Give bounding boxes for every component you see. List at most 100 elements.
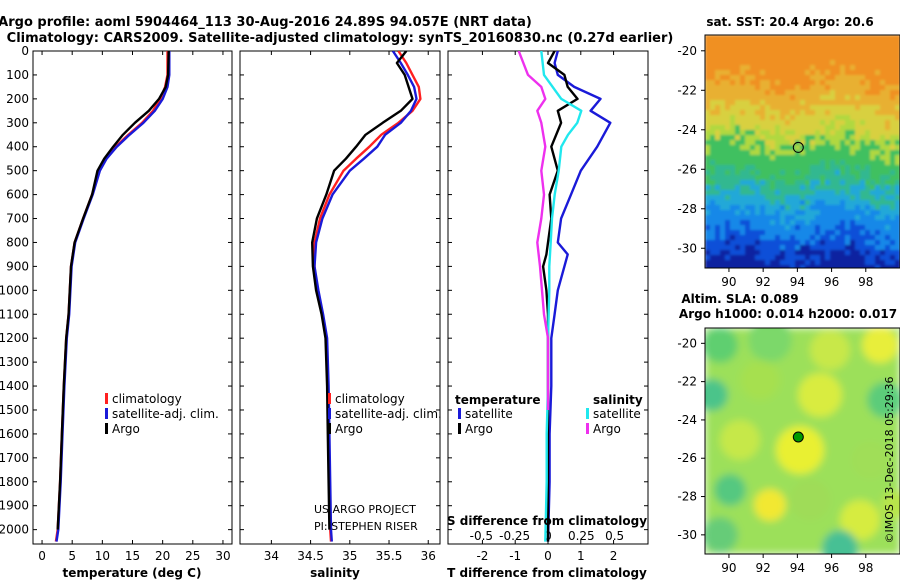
sst-cell [795, 55, 801, 61]
sst-cell [800, 150, 806, 156]
sst-cell [885, 230, 891, 236]
sst-cell [775, 245, 781, 251]
sst-cell [735, 110, 741, 116]
sst-cell [790, 140, 796, 146]
sst-cell [800, 80, 806, 86]
sst-cell [790, 115, 796, 121]
sst-cell [840, 35, 846, 41]
sst-cell [750, 205, 756, 211]
sst-cell [795, 35, 801, 41]
map-y-tick-label: -30 [677, 528, 697, 542]
sst-cell [715, 85, 721, 91]
sst-cell [715, 35, 721, 41]
sst-cell [835, 165, 841, 171]
sst-cell [825, 65, 831, 71]
sst-cell [885, 50, 891, 56]
sst-cell [750, 35, 756, 41]
sst-cell [840, 200, 846, 206]
sst-cell [805, 135, 811, 141]
sst-cell [725, 235, 731, 241]
sst-cell [725, 230, 731, 236]
sst-cell [885, 245, 891, 251]
sst-cell [800, 75, 806, 81]
sst-cell [770, 150, 776, 156]
sst-cell [795, 90, 801, 96]
sst-cell [710, 155, 716, 161]
sst-cell [855, 135, 861, 141]
sst-cell [755, 175, 761, 181]
sst-cell [890, 225, 896, 231]
sst-cell [720, 240, 726, 246]
sst-cell [860, 260, 866, 266]
sst-cell [890, 125, 896, 131]
sst-cell [725, 170, 731, 176]
sst-cell [820, 180, 826, 186]
sst-cell [875, 235, 881, 241]
depth-tick-label: 2000 [0, 523, 29, 537]
sst-cell [880, 240, 886, 246]
sst-cell [870, 265, 876, 268]
sst-cell [790, 65, 796, 71]
sst-cell [845, 185, 851, 191]
sst-cell [780, 175, 786, 181]
sst-cell [720, 250, 726, 256]
sst-cell [890, 235, 896, 241]
sst-cell [785, 180, 791, 186]
sst-cell [895, 130, 900, 136]
sst-cell [730, 170, 736, 176]
sst-cell [880, 145, 886, 151]
sst-cell [750, 130, 756, 136]
sst-cell [705, 175, 711, 181]
sst-cell [705, 215, 711, 221]
sst-cell [855, 190, 861, 196]
sst-cell [815, 240, 821, 246]
sst-cell [815, 120, 821, 126]
sst-cell [895, 205, 900, 211]
sst-cell [730, 180, 736, 186]
sst-cell [850, 180, 856, 186]
sst-cell [765, 190, 771, 196]
sst-cell [755, 240, 761, 246]
sst-cell [750, 260, 756, 266]
sst-cell [720, 40, 726, 46]
depth-tick-label: 1500 [0, 403, 29, 417]
sst-cell [815, 205, 821, 211]
sst-cell [730, 130, 736, 136]
sst-cell [780, 120, 786, 126]
sst-cell [840, 205, 846, 211]
sst-cell [820, 35, 826, 41]
sst-cell [775, 105, 781, 111]
sst-cell [810, 95, 816, 101]
sst-cell [805, 90, 811, 96]
sst-cell [780, 85, 786, 91]
sst-cell [870, 170, 876, 176]
sst-cell [735, 95, 741, 101]
sst-cell [770, 190, 776, 196]
sst-cell [745, 90, 751, 96]
sst-cell [815, 250, 821, 256]
sst-cell [715, 110, 721, 116]
sst-cell [735, 35, 741, 41]
sst-cell [725, 45, 731, 51]
sst-cell [870, 260, 876, 266]
sst-cell [735, 215, 741, 221]
sst-cell [840, 235, 846, 241]
sst-cell [705, 150, 711, 156]
sst-cell [870, 135, 876, 141]
sst-cell [870, 115, 876, 121]
sst-cell [745, 45, 751, 51]
sst-cell [895, 50, 900, 56]
sst-cell [770, 100, 776, 106]
sst-cell [760, 180, 766, 186]
sst-cell [895, 145, 900, 151]
sst-cell [860, 205, 866, 211]
sst-cell [800, 260, 806, 266]
sst-cell [755, 130, 761, 136]
sst-cell [705, 220, 711, 226]
sst-cell [875, 55, 881, 61]
sst-cell [790, 160, 796, 166]
sst-cell [865, 155, 871, 161]
sst-cell [770, 90, 776, 96]
sst-cell [765, 240, 771, 246]
sst-cell [880, 225, 886, 231]
